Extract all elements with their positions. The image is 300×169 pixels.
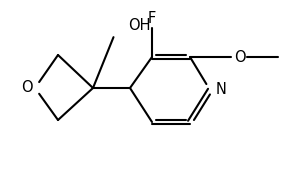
Text: O: O: [234, 50, 246, 65]
Text: OH: OH: [128, 18, 151, 33]
Text: N: N: [216, 82, 227, 98]
Text: F: F: [148, 11, 156, 26]
Text: O: O: [21, 80, 33, 95]
